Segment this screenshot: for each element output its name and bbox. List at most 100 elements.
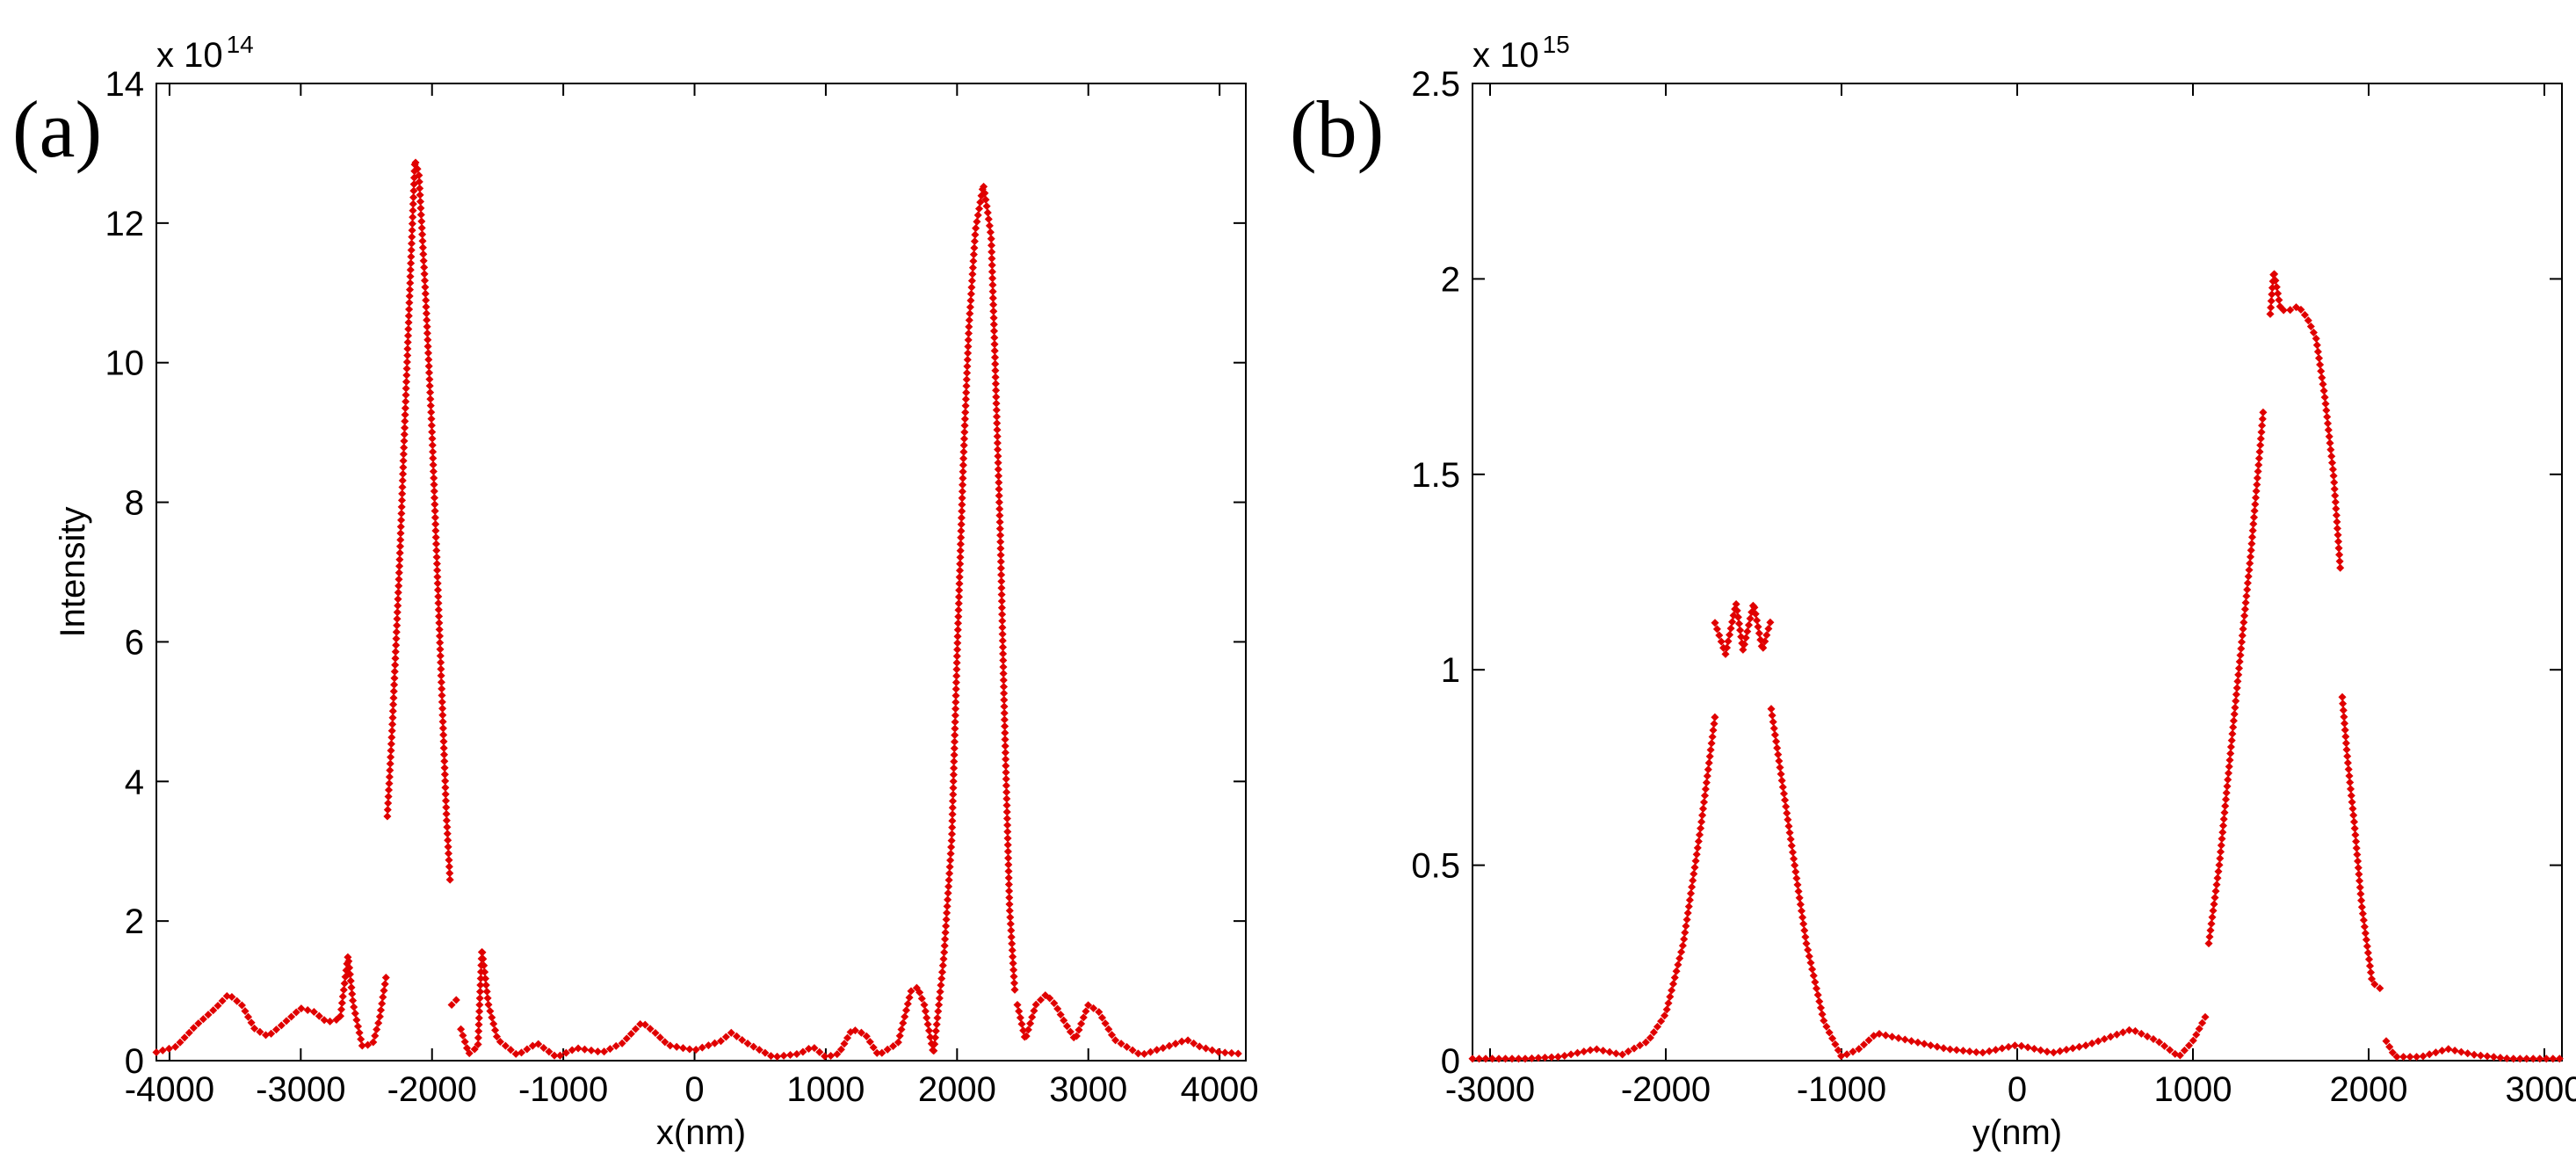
- data-point: [1804, 946, 1813, 954]
- data-point: [2211, 893, 2219, 902]
- data-point: [347, 983, 356, 992]
- data-point: [998, 610, 1007, 619]
- data-point: [1801, 932, 1810, 941]
- data-point: [991, 366, 1000, 375]
- data-point: [383, 812, 392, 821]
- data-point: [857, 1028, 865, 1037]
- data-point: [1750, 603, 1759, 612]
- data-point: [438, 717, 447, 726]
- data-point: [2220, 808, 2229, 817]
- data-point: [959, 467, 967, 476]
- data-point: [889, 1041, 898, 1051]
- data-point: [2259, 408, 2268, 417]
- data-point: [958, 487, 966, 496]
- data-point: [1793, 880, 1802, 889]
- data-point: [384, 799, 393, 808]
- data-point: [409, 207, 417, 215]
- data-point: [955, 573, 964, 582]
- data-point: [2192, 1030, 2201, 1040]
- data-point: [1165, 1041, 1174, 1050]
- data-point: [1769, 724, 1778, 733]
- data-point: [371, 1032, 380, 1040]
- data-point: [2352, 837, 2361, 846]
- data-point: [1000, 702, 1009, 711]
- data-point: [417, 223, 426, 232]
- data-point: [968, 264, 977, 272]
- data-point: [1657, 1017, 1666, 1025]
- data-point: [950, 744, 959, 753]
- data-point: [2242, 591, 2251, 600]
- data-point: [964, 329, 973, 337]
- data-point: [1708, 732, 1717, 742]
- data-point: [438, 685, 446, 693]
- data-point: [1007, 932, 1016, 941]
- data-point: [2356, 889, 2365, 898]
- data-point: [2355, 876, 2364, 885]
- data-point: [1016, 1013, 1024, 1022]
- data-point: [2198, 1018, 2207, 1027]
- data-point: [970, 237, 979, 246]
- data-point: [1776, 770, 1785, 779]
- data-point: [397, 509, 406, 518]
- y-tick-label: 2: [1441, 260, 1460, 299]
- data-point: [2075, 1042, 2084, 1051]
- data-point: [1030, 1006, 1038, 1015]
- data-point: [326, 1017, 335, 1025]
- data-point: [403, 351, 412, 360]
- data-point: [2350, 824, 2359, 833]
- data-point: [993, 425, 1002, 434]
- data-point: [933, 1013, 942, 1022]
- data-point: [1195, 1042, 1204, 1051]
- data-point: [1751, 610, 1760, 619]
- data-point: [1140, 1049, 1148, 1058]
- data-point: [953, 645, 962, 654]
- data-point: [351, 1009, 359, 1018]
- data-point: [2362, 935, 2370, 944]
- data-point: [2313, 347, 2322, 356]
- data-point: [872, 1048, 881, 1057]
- data-point: [1834, 1046, 1842, 1054]
- data-point: [517, 1048, 526, 1057]
- data-point: [2068, 1044, 2077, 1053]
- data-point: [418, 230, 427, 239]
- data-point: [2370, 980, 2379, 989]
- data-point: [2317, 366, 2326, 375]
- data-point: [935, 1000, 944, 1010]
- data-point: [426, 395, 435, 403]
- data-point: [833, 1050, 842, 1059]
- data-point: [993, 419, 1002, 428]
- data-point: [943, 902, 952, 910]
- data-point: [1926, 1041, 1936, 1050]
- data-point: [2360, 923, 2369, 931]
- data-point: [352, 1016, 361, 1025]
- data-point: [482, 987, 491, 996]
- data-point: [1003, 834, 1012, 843]
- data-point: [1991, 1046, 2001, 1054]
- y-tick-label: 4: [125, 763, 144, 801]
- data-point: [2245, 566, 2254, 575]
- data-point: [373, 1025, 381, 1034]
- data-point: [2124, 1025, 2134, 1034]
- x-tick-label: 1000: [2154, 1070, 2232, 1109]
- data-point: [1002, 768, 1010, 777]
- data-point: [895, 1032, 904, 1040]
- x-tick-label: 0: [684, 1070, 704, 1109]
- data-point: [962, 375, 971, 384]
- data-point: [952, 685, 960, 693]
- data-point: [1759, 643, 1768, 652]
- data-point: [1009, 959, 1017, 967]
- data-point: [943, 909, 952, 917]
- data-point: [432, 553, 441, 562]
- data-point: [2376, 984, 2384, 993]
- data-point: [392, 634, 401, 643]
- data-point: [452, 996, 460, 1004]
- x-tick-label: 3000: [2506, 1070, 2576, 1109]
- data-point: [427, 415, 436, 424]
- data-point: [939, 954, 948, 963]
- data-point: [1001, 735, 1009, 744]
- data-point: [1979, 1048, 1987, 1057]
- data-point: [428, 434, 437, 443]
- data-point: [2232, 697, 2240, 706]
- data-point: [1009, 966, 1018, 975]
- data-point: [1741, 634, 1750, 642]
